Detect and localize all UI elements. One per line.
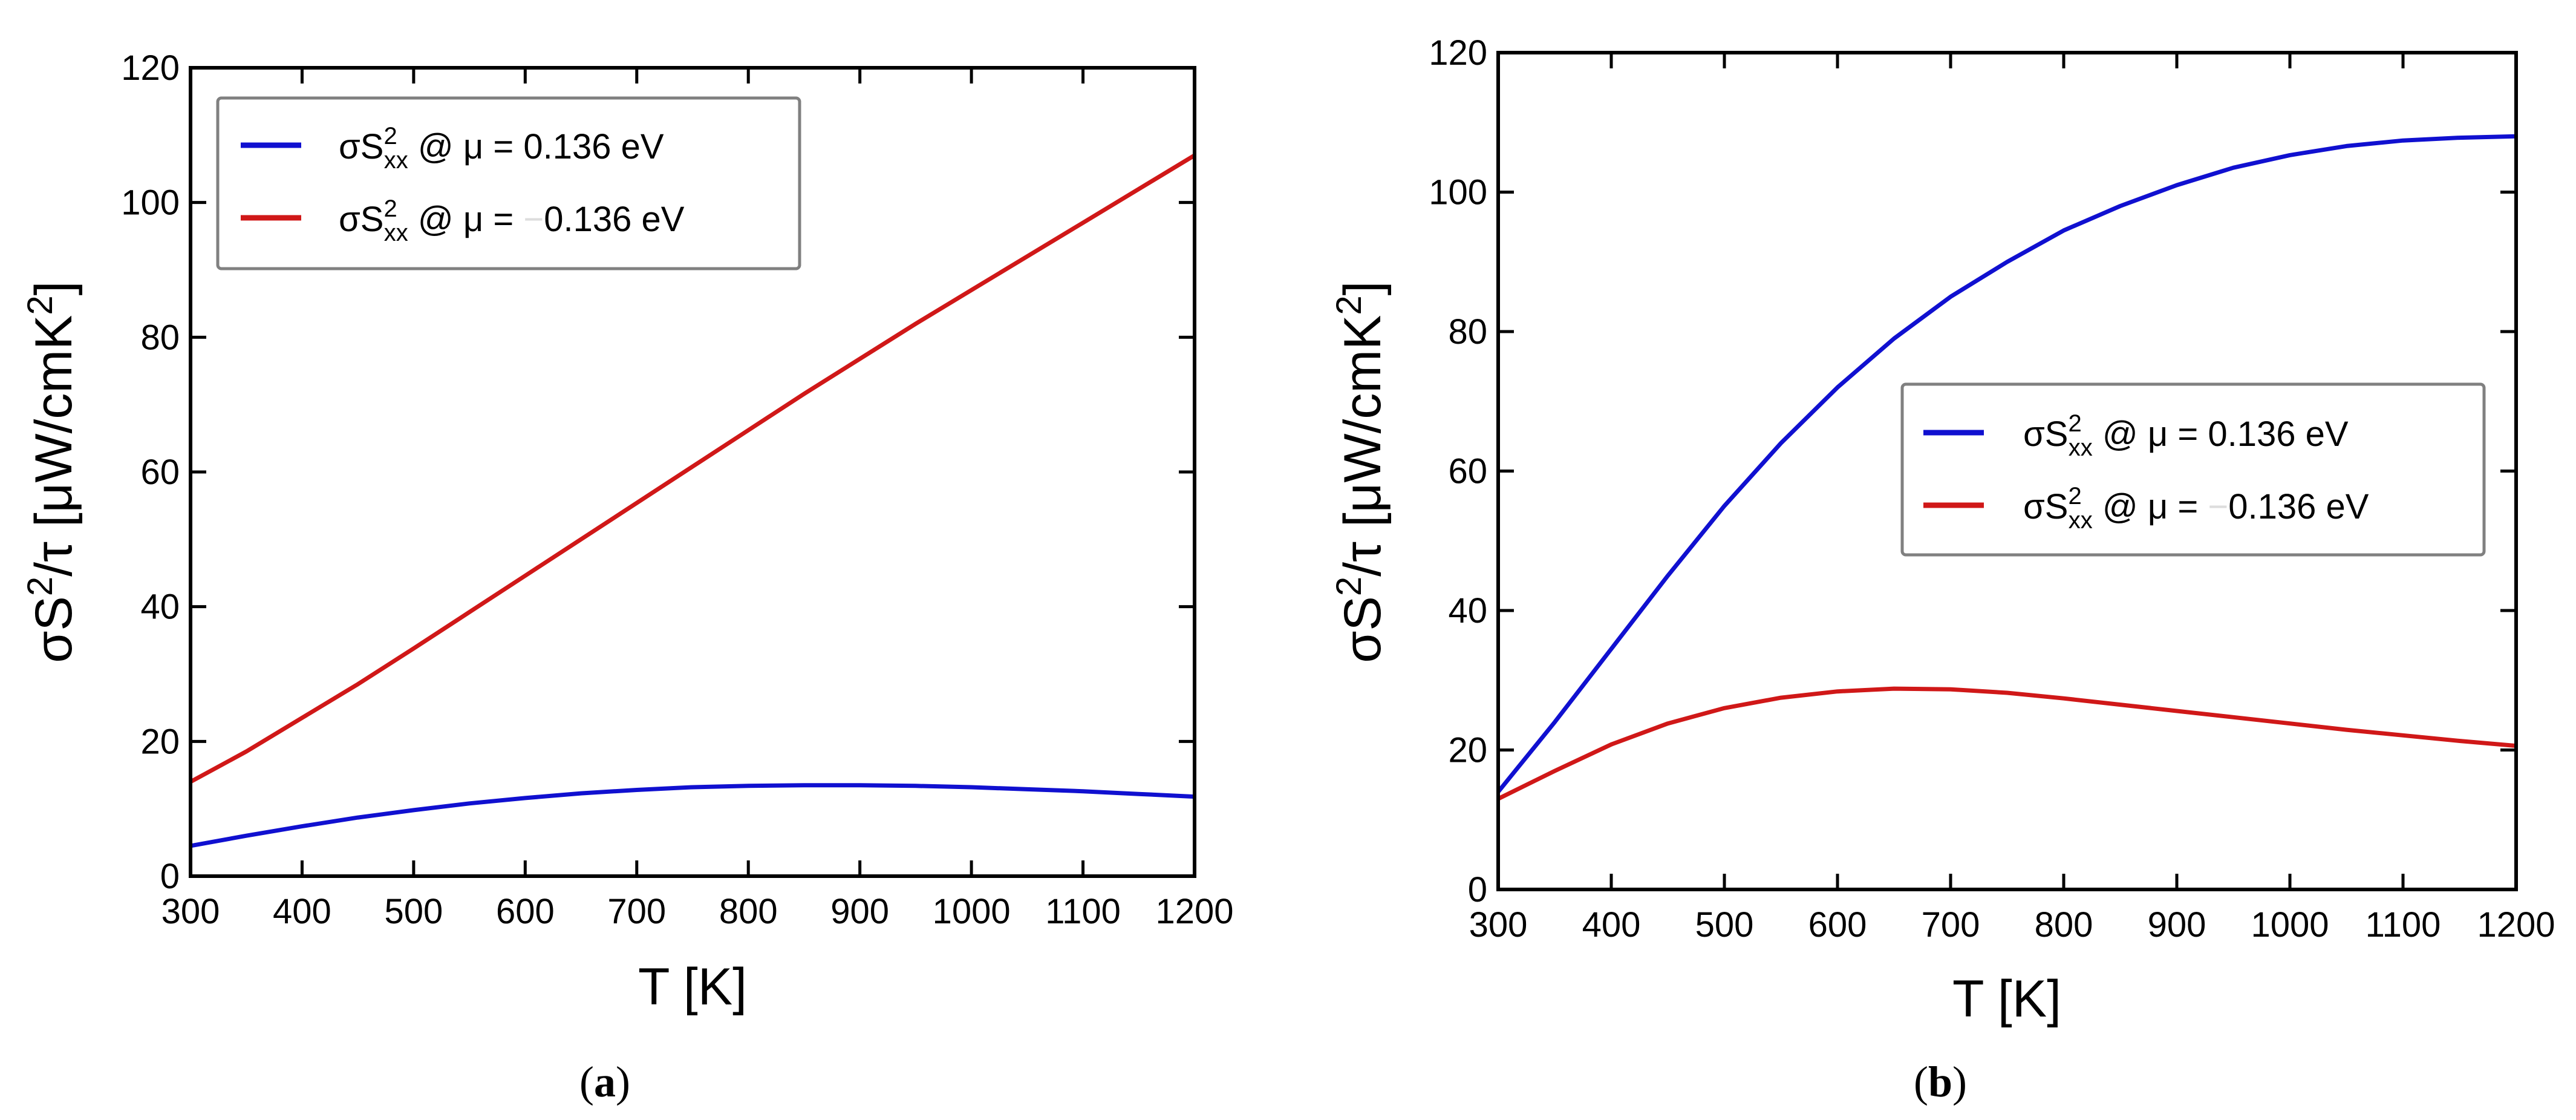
panel-a-series-red-line	[189, 153, 1196, 784]
panel-b-legend-label-blue: σS2 xx @ μ = 0.136 eV	[2023, 410, 2349, 461]
panel-b-y-tick-label: 80	[1448, 312, 1487, 352]
panel-a-x-tick-label: 500	[384, 892, 443, 931]
panel-b-lines	[1496, 134, 2517, 801]
panel-a-y-tick-label: 60	[140, 453, 180, 492]
panel-b-y-tick-label: 20	[1448, 731, 1487, 770]
panel-b-x-tick-label: 700	[1922, 905, 1980, 945]
panel-b-x-tick-label: 1100	[2366, 905, 2441, 945]
panel-a-legend-box	[216, 96, 801, 270]
panel-a-ticks: 300 400 500 600 700 800 900 1000 1100 1200 0 20 40 60…	[121, 48, 1233, 931]
panel-b-series-red-line	[1497, 686, 2517, 801]
panel-b-ticks: 300 400 500 600 700 800 900 1000 1100 1200 0 20 40 60…	[1429, 33, 2555, 945]
panel-a-x-tick-label: 1100	[1045, 892, 1121, 931]
panel-b-x-tick-label: 400	[1582, 905, 1641, 945]
panel-a-x-tick-label: 800	[719, 892, 778, 931]
panel-a-y-tick-label: 0	[160, 857, 180, 896]
panel-b-x-tick-label: 800	[2035, 905, 2093, 945]
panel-a-lines	[189, 153, 1196, 848]
panel-a-x-tick-label: 400	[273, 892, 331, 931]
panel-a: 300 400 500 600 700 800 900 1000 1100 1200 0 20 40 60…	[21, 48, 1234, 1106]
panel-a-y-axis-label: σS2/τ [μW/cmK2]	[21, 281, 83, 663]
panel-a-y-tick-label: 100	[121, 183, 180, 223]
panel-b-x-tick-label: 600	[1808, 905, 1867, 945]
panel-a-legend: σS2 xx @ μ = 0.136 eV σS2 xx @ μ = −0.136 …	[216, 96, 801, 270]
panel-a-x-tick-label: 1200	[1155, 892, 1233, 931]
panel-a-caption: (a)	[579, 1058, 630, 1106]
panel-b-x-tick-label: 500	[1695, 905, 1754, 945]
panel-b-x-axis-label: T [K]	[1952, 970, 2061, 1028]
panel-a-x-tick-label: 1000	[933, 892, 1011, 931]
panel-a-x-tick-label: 900	[830, 892, 889, 931]
panel-b: 300 400 500 600 700 800 900 1000 1100 1200 0 20 40 60…	[1329, 33, 2555, 1106]
panel-b-x-tick-label: 1000	[2251, 905, 2329, 945]
panel-a-y-tick-label: 40	[140, 588, 180, 627]
panel-a-x-axis-label: T [K]	[638, 958, 747, 1016]
panel-b-x-tick-label: 300	[1469, 905, 1528, 945]
panel-a-legend-label-red: σS2 xx @ μ = −0.136 eV	[339, 195, 685, 246]
panel-a-x-tick-label: 600	[496, 892, 555, 931]
panel-a-x-tick-label: 300	[161, 892, 220, 931]
panel-b-x-tick-label: 900	[2148, 905, 2206, 945]
panel-a-y-tick-label: 120	[121, 48, 180, 88]
panel-b-legend: σS2 xx @ μ = 0.136 eV σS2 xx @ μ = −0.136 …	[1900, 382, 2486, 557]
panel-b-y-tick-label: 60	[1448, 452, 1487, 491]
panel-a-legend-label-blue: σS2 xx @ μ = 0.136 eV	[339, 123, 664, 174]
panel-a-series-blue-line	[190, 783, 1195, 848]
panel-b-y-axis-label: σS2/τ [μW/cmK2]	[1329, 281, 1392, 663]
panel-b-x-tick-label: 1200	[2477, 905, 2555, 945]
panel-b-y-tick-label: 40	[1448, 591, 1487, 630]
panel-b-series-blue-line	[1496, 134, 2517, 793]
panel-b-caption: (b)	[1914, 1058, 1967, 1106]
panel-b-y-tick-label: 0	[1468, 870, 1487, 909]
panel-a-y-tick-label: 20	[140, 722, 180, 761]
panel-a-x-tick-label: 700	[607, 892, 666, 931]
panel-b-y-tick-label: 100	[1429, 173, 1487, 212]
panel-b-y-tick-label: 120	[1429, 33, 1487, 73]
panel-b-legend-label-red: σS2 xx @ μ = −0.136 eV	[2023, 483, 2369, 534]
panel-b-legend-box	[1900, 382, 2486, 557]
panel-a-y-tick-label: 80	[140, 318, 180, 357]
